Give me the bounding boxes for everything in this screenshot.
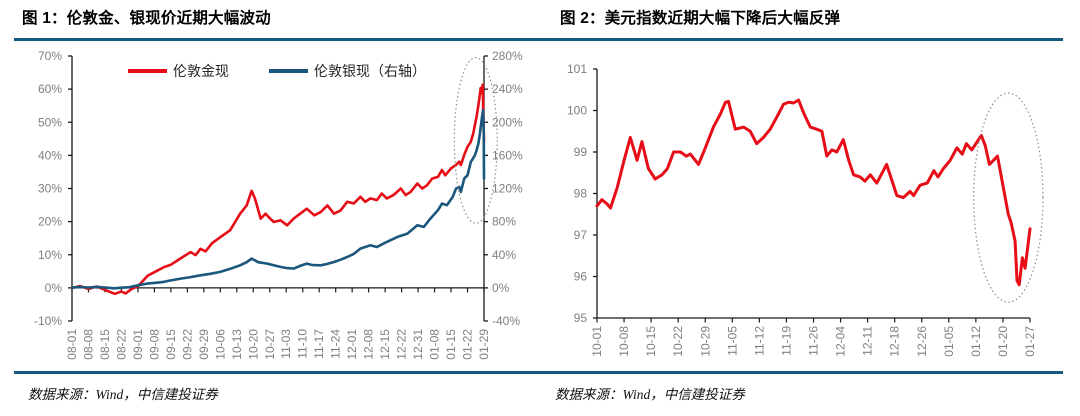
axis-tick-label: 70% <box>38 49 62 63</box>
axis-tick-label: 101 <box>567 62 587 76</box>
axis-tick-label: 0% <box>45 281 63 295</box>
axis-tick-label: 200% <box>492 115 523 129</box>
series-line <box>595 98 1032 287</box>
axis-tick-label: 80% <box>492 215 516 229</box>
axis-tick-label: 50% <box>38 115 62 129</box>
x-axis-label: 12-04 <box>834 326 848 357</box>
x-axis-label: 01-20 <box>996 326 1010 357</box>
x-axis-label: 11-10 <box>296 329 310 359</box>
x-axis-label: 12-11 <box>861 326 875 356</box>
axis-tick-label: 95 <box>574 311 588 325</box>
x-axis-label: 09-08 <box>147 329 161 360</box>
chart1-legend: 伦敦金现 伦敦银现（右轴） <box>128 61 426 81</box>
axis-tick-label: 160% <box>492 148 523 162</box>
x-axis-label: 12-26 <box>915 326 929 357</box>
axis-tick-label: 0% <box>492 281 510 295</box>
x-axis-label: 01-22 <box>461 329 475 360</box>
axis-tick-label: 98 <box>574 187 588 201</box>
x-axis-label: 01-29 <box>477 329 491 360</box>
axis-tick-label: 120% <box>492 182 523 196</box>
x-axis-label: 08-22 <box>114 329 128 360</box>
title-separator-rule <box>14 38 1063 41</box>
x-axis-label: 09-01 <box>131 329 145 360</box>
x-axis-label: 12-22 <box>395 329 409 360</box>
x-axis-label: 08-15 <box>98 329 112 360</box>
x-axis-label: 08-01 <box>65 329 79 360</box>
x-axis-label: 10-06 <box>213 329 227 360</box>
x-axis-label: 10-22 <box>671 326 685 357</box>
x-axis-label: 01-05 <box>942 326 956 357</box>
axis-tick-label: 10% <box>38 248 62 262</box>
axis-tick-label: 40% <box>38 148 62 162</box>
annotation-ellipse <box>453 57 498 224</box>
figure-1: 图 1：伦敦金、银现价近期大幅波动 70% 60% 50% 40% 30% 20% 10% 0… <box>22 10 523 402</box>
figure-1-source: 数据来源：Wind，中信建投证券 <box>28 387 218 402</box>
figure-2: 图 2：美元指数近期大幅下降后大幅反弹 101 100 99 98 97 96 95 10-0… <box>540 0 1080 416</box>
x-axis-label: 09-15 <box>164 329 178 360</box>
x-axis-label: 12-31 <box>411 329 425 360</box>
x-axis-label: 11-19 <box>779 326 793 356</box>
annotation-ellipse <box>973 92 1044 303</box>
x-axis-label: 11-26 <box>807 326 821 356</box>
x-axis-label: 10-08 <box>617 326 631 357</box>
axis-tick-label: -10% <box>34 314 62 328</box>
x-axis-label: 10-13 <box>230 329 244 360</box>
figure-2-source: 数据来源：Wind，中信建投证券 <box>555 387 745 402</box>
axis-tick-label: 60% <box>38 82 62 96</box>
x-axis-label: 01-08 <box>428 329 442 360</box>
silver-line-swatch <box>269 69 308 73</box>
legend-item-gold: 伦敦金现 <box>128 61 229 81</box>
axis-tick-label: 240% <box>492 82 523 96</box>
x-axis-label: 12-18 <box>888 326 902 357</box>
legend-label-silver: 伦敦银现（右轴） <box>314 63 426 79</box>
series-line <box>70 83 486 296</box>
x-axis-label: 12-01 <box>345 329 359 360</box>
x-axis-label: 10-20 <box>246 329 260 360</box>
x-axis-label: 01-12 <box>969 326 983 357</box>
axis-tick-label: 280% <box>492 49 523 63</box>
footer-separator-rule <box>14 371 1063 374</box>
axis-tick-label: 96 <box>574 270 588 284</box>
x-axis-label: 11-05 <box>725 326 739 356</box>
axis-tick-label: 97 <box>574 228 588 242</box>
figure-1-title: 图 1：伦敦金、银现价近期大幅波动 <box>22 10 271 27</box>
x-axis-label: 12-08 <box>362 329 376 360</box>
axis-tick-label: -40% <box>492 314 520 328</box>
x-axis-label: 11-12 <box>752 326 766 356</box>
gold-silver-line-chart: 70% 60% 50% 40% 30% 20% 10% 0% -10% 280% 240% 200% 1… <box>34 49 523 360</box>
legend-label-gold: 伦敦金现 <box>173 63 229 79</box>
x-axis-label: 08-08 <box>81 329 95 360</box>
x-axis-label: 11-24 <box>329 329 343 359</box>
x-axis-label: 10-29 <box>698 326 712 357</box>
axis-tick-label: 40% <box>492 248 516 262</box>
axis-tick-label: 20% <box>38 215 62 229</box>
x-axis-label: 09-29 <box>197 329 211 360</box>
x-axis-label: 11-03 <box>279 329 293 359</box>
x-axis-label: 09-22 <box>180 329 194 360</box>
x-axis-label: 12-15 <box>378 329 392 360</box>
x-axis-label: 01-27 <box>1023 326 1037 357</box>
x-axis-label: 10-27 <box>263 329 277 360</box>
x-axis-label: 10-01 <box>590 326 604 357</box>
axis-tick-label: 30% <box>38 182 62 196</box>
gold-line-swatch <box>128 69 167 73</box>
figure-2-title: 图 2：美元指数近期大幅下降后大幅反弹 <box>560 10 841 27</box>
axis-tick-label: 100 <box>567 104 587 118</box>
legend-item-silver: 伦敦银现（右轴） <box>269 61 426 81</box>
x-axis-label: 01-15 <box>444 329 458 360</box>
series-line <box>70 108 486 290</box>
x-axis-label: 11-17 <box>312 329 326 359</box>
x-axis-label: 10-15 <box>644 326 658 357</box>
axis-tick-label: 99 <box>574 145 588 159</box>
